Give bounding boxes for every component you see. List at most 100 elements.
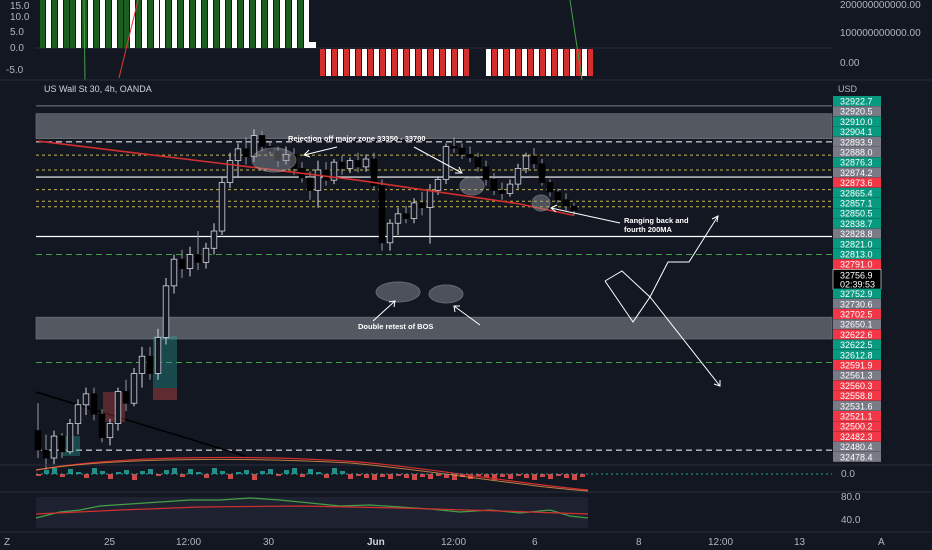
candle-body-15	[154, 337, 162, 374]
retest-arrowhead-left	[388, 300, 396, 308]
price-tag-text-12: 32838.7	[840, 219, 873, 229]
top-bar-up-14	[124, 0, 129, 48]
price-tag-bg-16	[833, 259, 881, 270]
macd-bar-68	[580, 474, 585, 477]
rejection-arrow-right	[413, 146, 463, 174]
x-axis[interactable]: Z 25 12:00 30 Jun 12:00 6 8 12:00 13 A	[4, 537, 885, 548]
candle-body-16	[162, 285, 170, 338]
macd-bar-46	[404, 474, 409, 478]
macd-signal-line	[35, 456, 589, 491]
macd-bar-3	[60, 474, 65, 477]
top-bar-down-28	[504, 49, 509, 76]
price-tag-text-30: 32521.1	[840, 412, 873, 422]
zone-0	[35, 113, 833, 139]
top-bar-up-8	[88, 0, 93, 48]
top-bar-up-31	[226, 0, 231, 48]
projection-down-path	[604, 280, 721, 387]
top-bar-down-6	[356, 49, 361, 76]
rsi-line	[35, 497, 589, 519]
rejection-arrowhead-right	[455, 166, 463, 174]
x-tick-3: 30	[263, 537, 275, 548]
price-tag-bg-29	[833, 400, 881, 411]
candle-body-63	[538, 163, 546, 183]
price-tag-text-6: 32876.3	[840, 158, 873, 168]
retest-arrow-left	[372, 300, 396, 322]
candle-body-53	[458, 147, 466, 155]
price-tag-5: 32888.0	[833, 147, 881, 158]
price-tag-32: 32482.3	[833, 431, 881, 442]
top-bar-up-35	[250, 0, 255, 48]
top-bar-up-43	[298, 0, 303, 48]
price-tag-bg-28	[833, 390, 881, 401]
price-tag-bg-27	[833, 380, 881, 391]
price-axis-labels[interactable]: 32922.732920.532910.032904.132893.932888…	[832, 96, 882, 462]
top-indicator-pane: 15.0 10.0 5.0 0.0 -5.0 200000000000.00 1…	[6, 0, 921, 81]
price-tag-bg-1	[833, 106, 881, 117]
top-red-line	[118, 0, 139, 79]
price-tag-text-33: 32480.4	[840, 442, 873, 452]
price-tag-text-3: 32904.1	[840, 127, 873, 137]
candle-body-10	[114, 391, 122, 424]
price-tag-26: 32561.3	[833, 370, 881, 381]
top-bar-up-10	[100, 0, 105, 48]
price-tag-0: 32922.7	[833, 96, 881, 107]
price-tag-27: 32560.3	[833, 380, 881, 391]
top-tick-minus5: -5.0	[6, 65, 24, 76]
top-right-tick-200b: 200000000000.00	[840, 0, 921, 11]
macd-bar-26	[244, 470, 249, 474]
ranging-ellipse	[531, 194, 551, 212]
candle-body-30	[274, 150, 282, 162]
top-bar-down-3	[338, 49, 343, 76]
candle-body-60	[514, 168, 522, 185]
macd-bar-14	[148, 469, 153, 474]
price-tag-text-2: 32910.0	[840, 117, 873, 127]
macd-bar-38	[340, 471, 345, 474]
top-bar-down-4	[344, 49, 349, 76]
macd-bar-56	[484, 474, 489, 478]
price-tag-34: 32478.4	[833, 451, 881, 462]
price-tag-bg-5	[833, 147, 881, 157]
macd-bar-28	[260, 471, 265, 474]
macd-bar-49	[428, 474, 433, 479]
symbol-title: US Wall St 30, 4h, OANDA	[44, 84, 152, 94]
price-tag-4: 32893.9	[833, 136, 881, 147]
top-bar-down-2	[332, 49, 337, 76]
macd-bar-6	[84, 474, 89, 478]
top-bar-up-37	[262, 0, 267, 48]
price-tag-6: 32876.3	[833, 157, 881, 168]
price-tag-text-20: 32702.5	[840, 310, 873, 320]
candle-body-21	[202, 247, 210, 263]
price-tag-19: 32730.6	[833, 298, 881, 309]
price-tag-text-14: 32821.0	[840, 239, 873, 249]
top-tick-15: 15.0	[10, 1, 30, 12]
price-tag-30: 32521.1	[833, 411, 881, 422]
price-tag-text-5: 32888.0	[840, 148, 873, 158]
top-bar-up-33	[238, 0, 243, 48]
candle-body-12	[130, 373, 138, 404]
macd-bar-44	[388, 474, 393, 479]
top-bar-down-40	[576, 49, 581, 76]
candle-body-45	[394, 213, 402, 224]
top-bar-down-33	[534, 49, 539, 76]
top-bar-up-19	[154, 0, 159, 48]
price-tag-text-16: 32791.0	[840, 260, 873, 270]
macd-bar-65	[556, 474, 561, 476]
x-tick-4: Jun	[367, 537, 385, 548]
price-tag-25: 32591.9	[833, 360, 881, 371]
macd-bar-40	[356, 474, 361, 476]
top-bar-down-34	[540, 49, 545, 76]
top-bar-up-9	[94, 0, 99, 48]
projection-down-arrowhead	[713, 380, 721, 387]
macd-bar-57	[492, 474, 497, 480]
candle-body-59	[506, 183, 514, 194]
macd-bar-31	[284, 470, 289, 474]
top-bar-up-36	[256, 0, 261, 48]
candle-body-13	[138, 355, 146, 374]
macd-bar-2	[52, 468, 57, 474]
candle-body-32	[290, 153, 298, 169]
candle-body-28	[258, 135, 266, 147]
price-tag-text-0: 32922.7	[840, 97, 873, 107]
candle-body-27	[250, 135, 258, 158]
price-tag-2: 32910.0	[833, 116, 881, 127]
